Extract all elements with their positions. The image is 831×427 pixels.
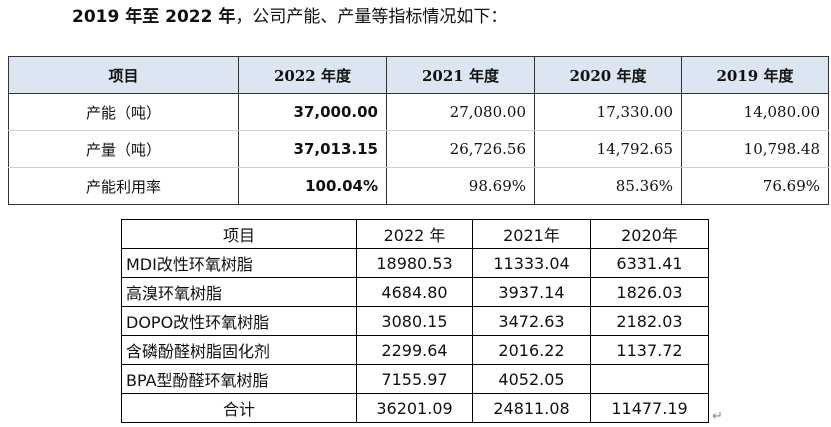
- table-row: 产能利用率 100.04% 98.69% 85.36% 76.69%: [8, 167, 829, 205]
- cell-2020: 14,792.65: [534, 130, 682, 168]
- product-name: DOPO改性环氧树脂: [121, 306, 357, 336]
- table-row: DOPO改性环氧树脂 3080.15 3472.63 2182.03: [121, 306, 709, 336]
- table-row: 高溴环氧树脂 4684.80 3937.14 1826.03: [121, 277, 709, 307]
- header-2022: 2022 年度: [238, 56, 387, 94]
- product-name: 含磷酚醛树脂固化剂: [121, 335, 357, 365]
- cell-2021: 24811.08: [472, 393, 591, 423]
- cell-2020: 6331.41: [590, 248, 709, 278]
- cell-2021: 3472.63: [472, 306, 591, 336]
- cell-2021: 3937.14: [472, 277, 591, 307]
- intro-sentence: 2019 年至 2022 年，公司产能、产量等指标情况如下：: [72, 4, 507, 30]
- total-row: 合计 36201.09 24811.08 11477.19: [121, 393, 709, 423]
- row-label: 产能利用率: [8, 167, 239, 205]
- cell-2021: 98.69%: [386, 167, 535, 205]
- intro-text: ，公司产能、产量等指标情况如下：: [235, 7, 508, 27]
- cell-2021: 27,080.00: [386, 93, 535, 131]
- cell-2019: 14,080.00: [681, 93, 829, 131]
- cell-2020: 1137.72: [590, 335, 709, 365]
- row-label: 产能（吨）: [8, 93, 239, 131]
- table-row: 产能（吨） 37,000.00 27,080.00 17,330.00 14,0…: [8, 93, 829, 131]
- cell-2019: 76.69%: [681, 167, 829, 205]
- cell-2021: 2016.22: [472, 335, 591, 365]
- cell-2020: 85.36%: [534, 167, 682, 205]
- cell-2020: [590, 364, 709, 394]
- cell-2021: 26,726.56: [386, 130, 535, 168]
- cell-2022: 4684.80: [356, 277, 473, 307]
- cell-2020: 17,330.00: [534, 93, 682, 131]
- cell-2022: 2299.64: [356, 335, 473, 365]
- header-2021: 2021 年度: [386, 56, 535, 94]
- header-item: 项目: [121, 219, 357, 249]
- total-label: 合计: [121, 393, 357, 423]
- header-2020: 2020 年度: [534, 56, 682, 94]
- cell-2022: 100.04%: [238, 167, 387, 205]
- table-row: 含磷酚醛树脂固化剂 2299.64 2016.22 1137.72: [121, 335, 709, 365]
- header-item: 项目: [8, 56, 239, 94]
- cell-2022: 3080.15: [356, 306, 473, 336]
- cell-2022: 37,013.15: [238, 130, 387, 168]
- cell-2022: 36201.09: [356, 393, 473, 423]
- cell-2022: 7155.97: [356, 364, 473, 394]
- header-2020: 2020年: [590, 219, 709, 249]
- cell-2021: 11333.04: [472, 248, 591, 278]
- header-2021: 2021年: [472, 219, 591, 249]
- product-table: 项目 2022 年 2021年 2020年 MDI改性环氧树脂 18980.53…: [121, 219, 709, 423]
- cell-2021: 4052.05: [472, 364, 591, 394]
- table-row: BPA型酚醛环氧树脂 7155.97 4052.05: [121, 364, 709, 394]
- cell-2022: 37,000.00: [238, 93, 387, 131]
- cell-2022: 18980.53: [356, 248, 473, 278]
- cell-2020: 1826.03: [590, 277, 709, 307]
- header-2019: 2019 年度: [681, 56, 829, 94]
- capacity-header-row: 项目 2022 年度 2021 年度 2020 年度 2019 年度: [8, 56, 829, 94]
- product-name: 高溴环氧树脂: [121, 277, 357, 307]
- intro-period: 2019 年至 2022 年: [72, 7, 236, 27]
- capacity-table: 项目 2022 年度 2021 年度 2020 年度 2019 年度 产能（吨）…: [8, 56, 829, 205]
- paragraph-return-mark: ↵: [712, 409, 723, 424]
- cell-2020: 2182.03: [590, 306, 709, 336]
- cell-2020: 11477.19: [590, 393, 709, 423]
- product-name: MDI改性环氧树脂: [121, 248, 357, 278]
- table-row: MDI改性环氧树脂 18980.53 11333.04 6331.41: [121, 248, 709, 278]
- row-label: 产量（吨）: [8, 130, 239, 168]
- product-name: BPA型酚醛环氧树脂: [121, 364, 357, 394]
- product-header-row: 项目 2022 年 2021年 2020年: [121, 219, 709, 249]
- header-2022: 2022 年: [356, 219, 473, 249]
- cell-2019: 10,798.48: [681, 130, 829, 168]
- table-row: 产量（吨） 37,013.15 26,726.56 14,792.65 10,7…: [8, 130, 829, 168]
